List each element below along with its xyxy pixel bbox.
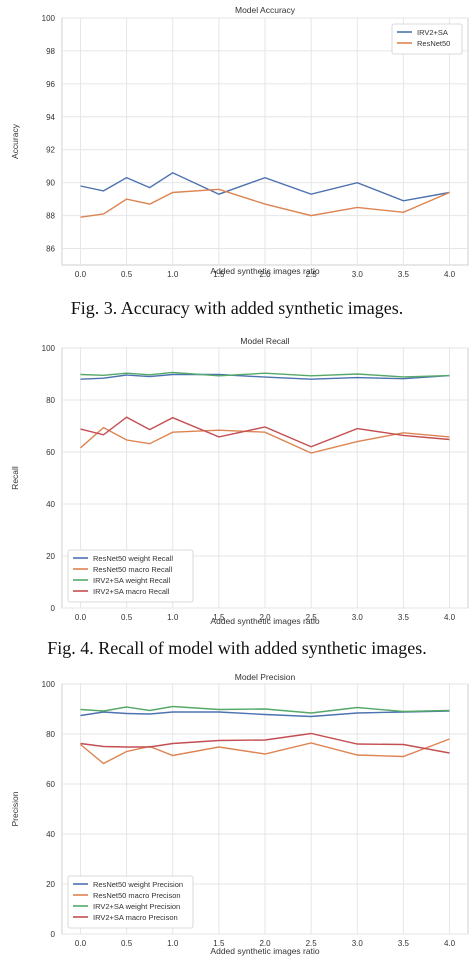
y-tick-label: 60 <box>46 448 55 457</box>
series-line-1 <box>80 738 450 765</box>
legend-label: IRV2+SA macro Precison <box>93 913 178 922</box>
x-tick-label: 1.5 <box>213 613 225 622</box>
series-line-0 <box>80 710 450 718</box>
x-tick-label: 2.5 <box>306 939 318 948</box>
x-axis-label: Added synthetic images ratio <box>210 946 319 956</box>
x-tick-label: 0.5 <box>121 270 133 279</box>
series-line-3 <box>80 732 450 754</box>
y-tick-label: 98 <box>46 47 55 56</box>
y-axis-label: Accuracy <box>10 123 20 159</box>
x-tick-label: 1.0 <box>167 270 179 279</box>
accuracy-chart: 86 88 90 92 94 96 98 100 0.0 0.5 1.0 1.5 2.0 2.5 3.0 3.… <box>10 5 469 279</box>
x-axis-label: Added synthetic images ratio <box>210 616 319 626</box>
y-tick-label: 100 <box>42 14 56 23</box>
x-tick-label: 1.0 <box>167 613 179 622</box>
legend: ResNet50 weight Precision ResNet50 macro … <box>67 875 194 929</box>
series-line-2 <box>80 371 450 378</box>
x-tick-label: 3.0 <box>352 939 364 948</box>
y-tick-label: 60 <box>46 780 55 789</box>
x-tick-label: 3.0 <box>352 613 364 622</box>
x-tick-label: 2.0 <box>259 270 271 279</box>
x-tick-label: 4.0 <box>444 613 456 622</box>
y-tick-label: 40 <box>46 830 55 839</box>
y-tick-label: 94 <box>46 113 55 122</box>
x-tick-label: 4.0 <box>444 939 456 948</box>
chart-title: Model Precision <box>235 672 296 682</box>
x-tick-label: 3.0 <box>352 270 364 279</box>
y-tick-label: 90 <box>46 179 55 188</box>
recall-chart: 0 20 40 60 80 100 0.0 0.5 1.0 1.5 2.0 2.5 3.0 3.5 4.0 M… <box>10 336 469 626</box>
chart-title: Model Recall <box>240 336 289 346</box>
chart-title: Model Accuracy <box>235 5 296 15</box>
recall-chart-panel: 0 20 40 60 80 100 0.0 0.5 1.0 1.5 2.0 2.5 3.0 3.5 4.0 M… <box>0 336 474 636</box>
x-tick-label: 0.0 <box>75 270 87 279</box>
legend-label: ResNet50 weight Precision <box>93 880 183 889</box>
x-tick-label: 2.0 <box>259 939 271 948</box>
y-axis-label: Precision <box>10 791 20 826</box>
x-axis-label: Added synthetic images ratio <box>210 266 319 276</box>
x-tick-label: 1.5 <box>213 939 225 948</box>
x-tick-label: 3.5 <box>398 613 410 622</box>
y-tick-label: 20 <box>46 880 55 889</box>
legend: IRV2+SA ResNet50 <box>391 23 463 55</box>
precision-chart: 0 20 40 60 80 100 0.0 0.5 1.0 1.5 2.0 2.5 3.0 3.5 4.0 M… <box>10 672 469 956</box>
y-tick-label: 96 <box>46 80 55 89</box>
y-tick-label: 100 <box>42 344 56 353</box>
fig3-caption: Fig. 3. Accuracy with added synthetic im… <box>70 298 404 318</box>
precision-chart-panel: 0 20 40 60 80 100 0.0 0.5 1.0 1.5 2.0 2.5 3.0 3.5 4.0 M… <box>0 668 474 974</box>
legend-label: ResNet50 macro Recall <box>93 565 173 574</box>
series-line-0 <box>80 172 450 202</box>
series-line-1 <box>80 188 450 218</box>
y-tick-label: 92 <box>46 146 55 155</box>
x-tick-label: 2.0 <box>259 613 271 622</box>
x-tick-label: 2.5 <box>306 613 318 622</box>
x-tick-label: 0.0 <box>75 939 87 948</box>
legend-label: ResNet50 weight Recall <box>93 554 173 563</box>
legend-label: IRV2+SA weight Recall <box>93 576 171 585</box>
x-tick-label: 0.0 <box>75 613 87 622</box>
x-tick-label: 2.5 <box>306 270 318 279</box>
x-tick-label: 1.5 <box>213 270 225 279</box>
accuracy-chart-panel: 86 88 90 92 94 96 98 100 0.0 0.5 1.0 1.5 2.0 2.5 3.0 3.… <box>0 0 474 288</box>
y-tick-label: 86 <box>46 245 55 254</box>
legend: ResNet50 weight Recall ResNet50 macro Rec… <box>67 549 194 603</box>
legend-label: IRV2+SA weight Precision <box>93 902 180 911</box>
fig4-caption: Fig. 4. Recall of model with added synth… <box>47 638 427 658</box>
y-tick-label: 80 <box>46 396 55 405</box>
x-tick-label: 3.5 <box>398 939 410 948</box>
x-tick-label: 0.5 <box>121 613 133 622</box>
y-tick-label: 20 <box>46 552 55 561</box>
legend-label: IRV2+SA macro Recall <box>93 587 170 596</box>
x-tick-label: 0.5 <box>121 939 133 948</box>
x-tick-label: 3.5 <box>398 270 410 279</box>
y-tick-label: 0 <box>51 604 56 613</box>
series-line-2 <box>80 705 450 714</box>
legend-label: IRV2+SA <box>417 28 448 37</box>
y-tick-label: 100 <box>42 680 56 689</box>
series-line-0 <box>80 373 450 380</box>
y-tick-label: 80 <box>46 730 55 739</box>
legend-label: ResNet50 macro Precison <box>93 891 181 900</box>
legend-box <box>67 875 194 929</box>
series-line-1 <box>80 426 450 454</box>
x-tick-label: 4.0 <box>444 270 456 279</box>
legend-label: ResNet50 <box>417 39 450 48</box>
legend-box <box>67 549 194 603</box>
y-tick-label: 0 <box>51 930 56 939</box>
y-tick-label: 40 <box>46 500 55 509</box>
x-tick-label: 1.0 <box>167 939 179 948</box>
series-line-3 <box>80 416 450 448</box>
y-axis-label: Recall <box>10 466 20 490</box>
y-tick-label: 88 <box>46 212 55 221</box>
